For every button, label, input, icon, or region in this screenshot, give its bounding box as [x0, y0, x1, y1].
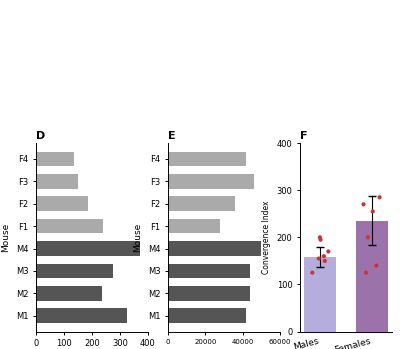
Bar	[168, 309, 246, 323]
Point	[376, 194, 383, 200]
Bar	[36, 286, 102, 300]
Bar	[36, 174, 78, 188]
Point	[360, 201, 367, 207]
Bar	[36, 196, 88, 211]
Text: F: F	[300, 131, 308, 141]
Bar	[304, 257, 336, 332]
Point	[316, 256, 322, 261]
Bar	[36, 241, 140, 256]
Bar	[168, 196, 235, 211]
Point	[365, 235, 371, 240]
Bar	[36, 309, 127, 323]
Bar	[168, 174, 254, 188]
Point	[317, 237, 324, 243]
Bar	[356, 221, 388, 332]
Text: E: E	[168, 131, 176, 141]
Bar	[36, 152, 74, 166]
Point	[373, 263, 380, 268]
Point	[321, 253, 327, 259]
Point	[370, 209, 376, 214]
Bar	[36, 219, 103, 233]
Point	[325, 248, 332, 254]
Bar	[168, 286, 250, 300]
Bar	[168, 152, 246, 166]
Y-axis label: Mouse: Mouse	[1, 223, 10, 252]
Point	[317, 235, 323, 240]
Y-axis label: Convergence Index: Convergence Index	[262, 201, 271, 274]
Bar	[168, 263, 250, 278]
Bar	[168, 241, 261, 256]
Point	[322, 258, 328, 264]
Bar	[36, 263, 113, 278]
Text: D: D	[36, 131, 45, 141]
Bar	[168, 219, 220, 233]
Point	[363, 270, 369, 275]
Point	[309, 270, 316, 275]
Y-axis label: Mouse: Mouse	[133, 223, 142, 252]
